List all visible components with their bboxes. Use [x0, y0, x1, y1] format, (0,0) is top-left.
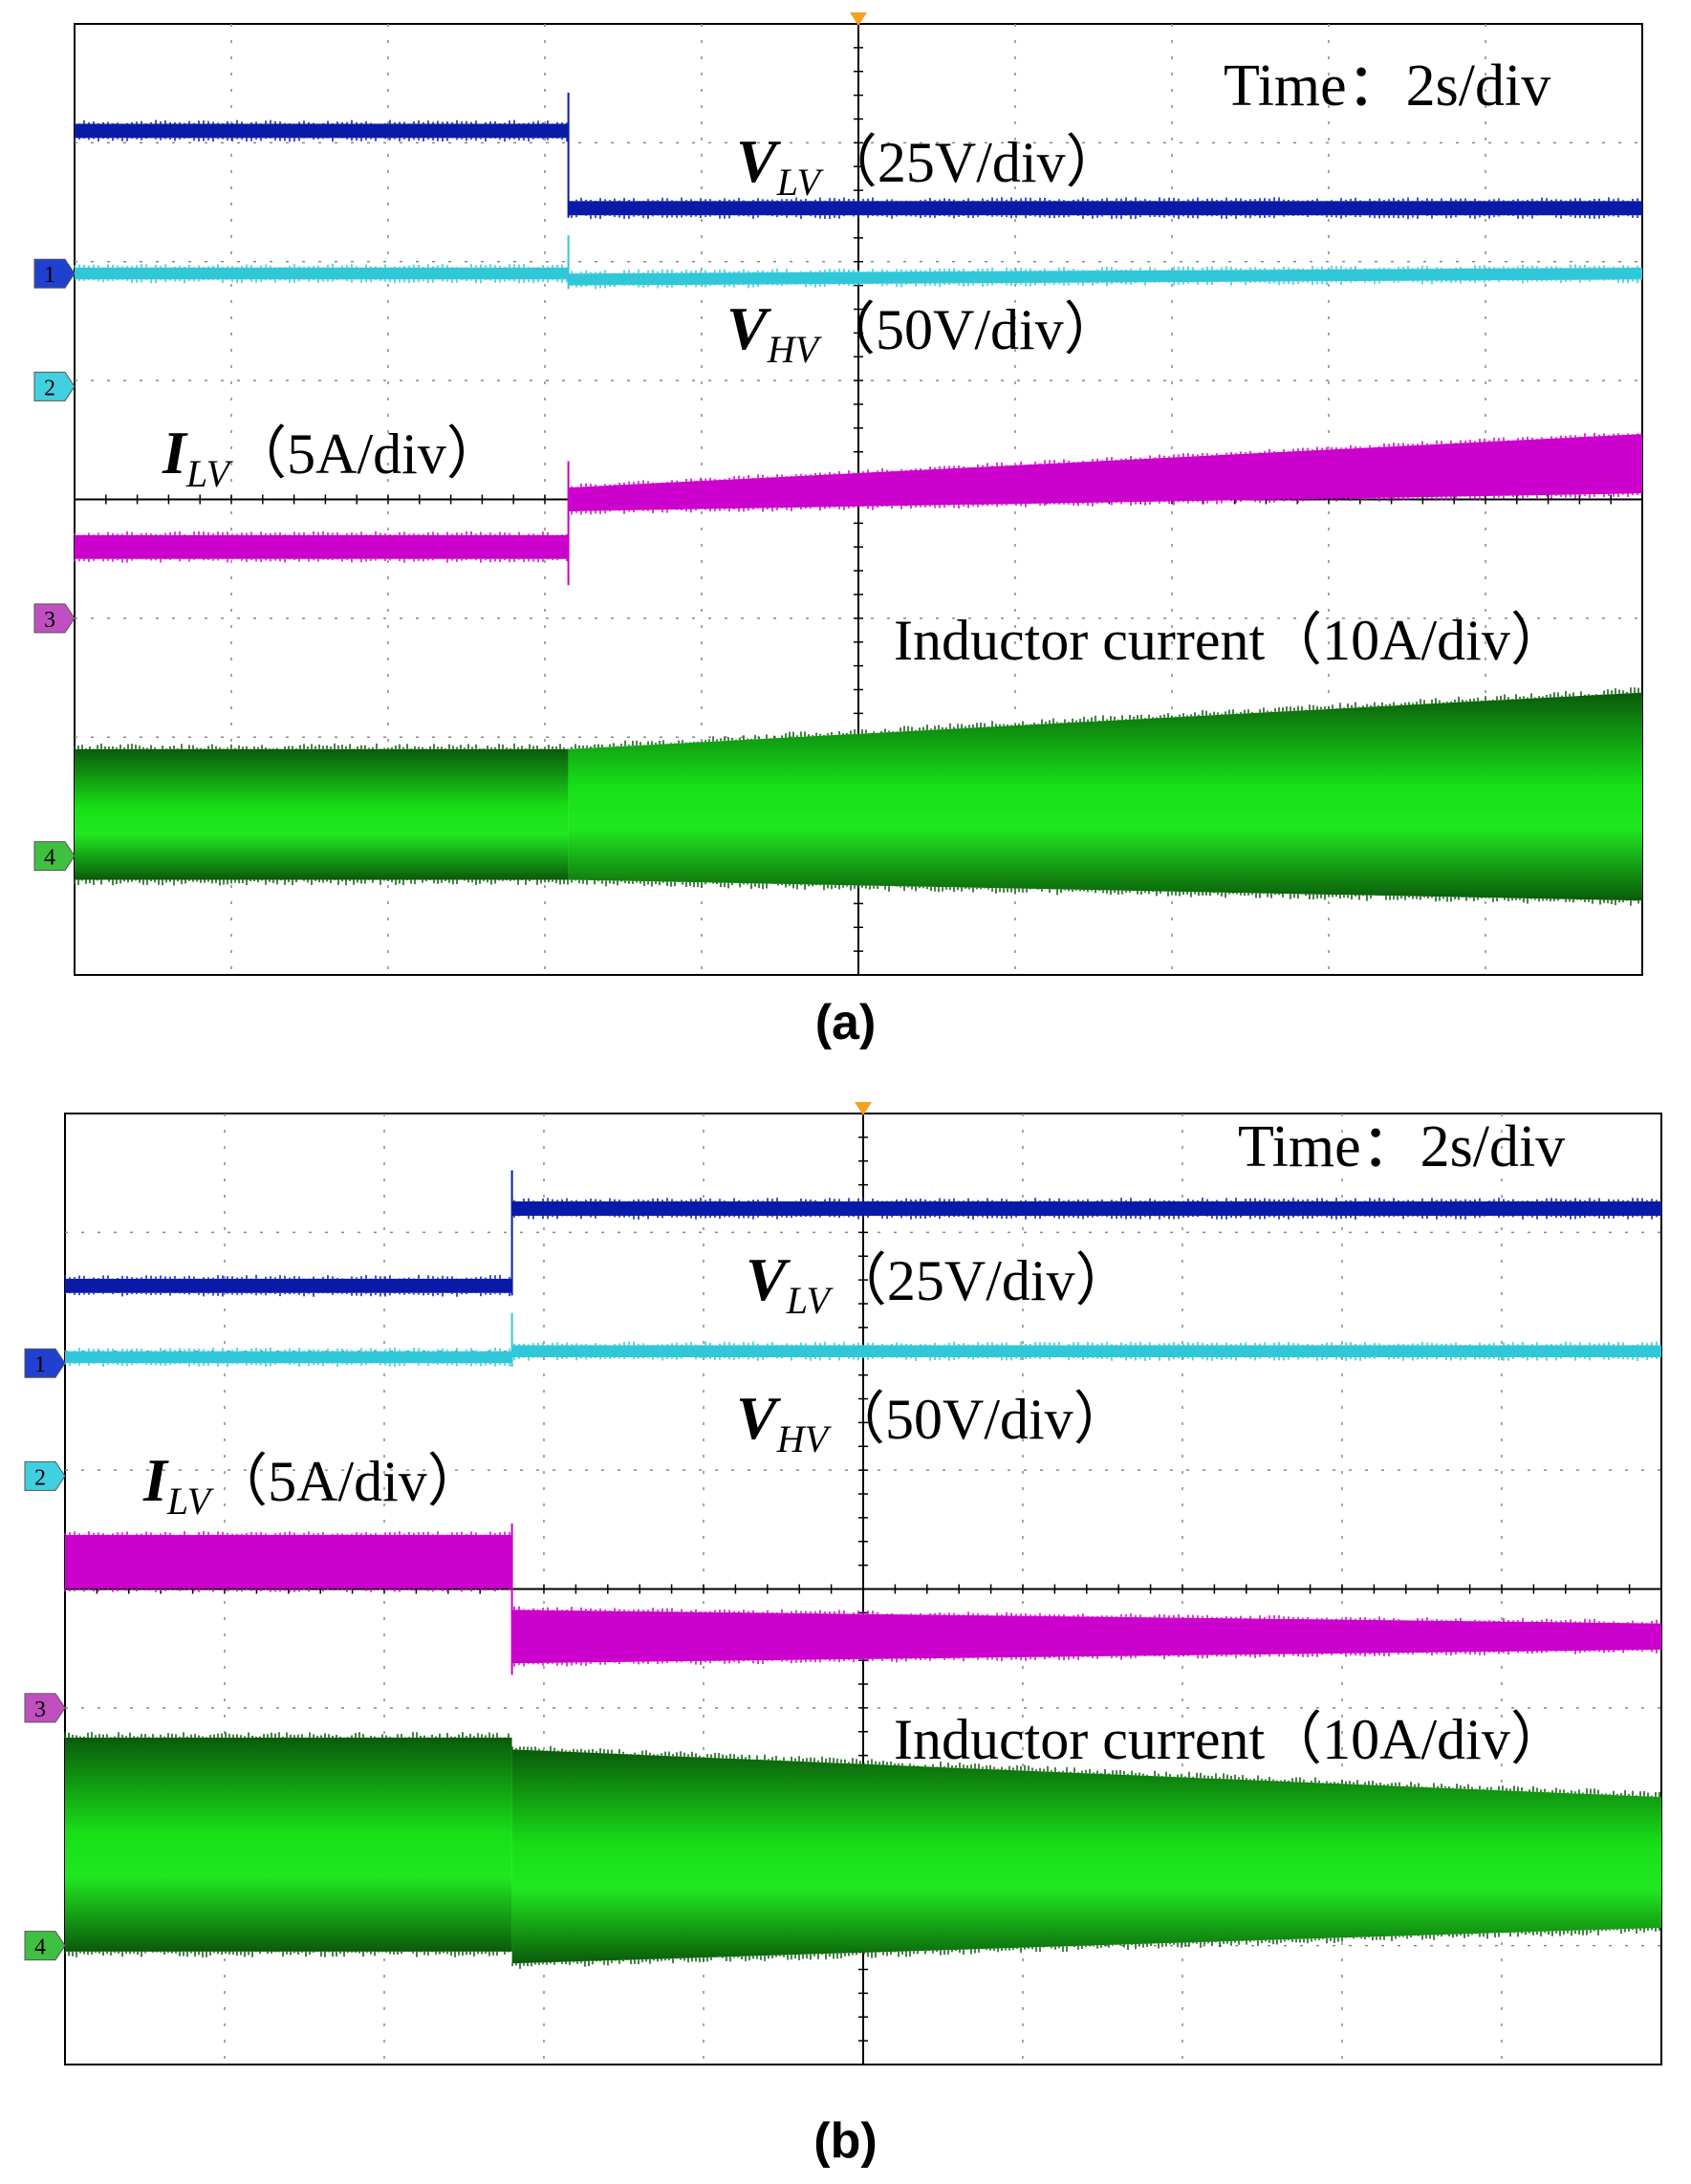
oscilloscope-panel-a: 1 VLV（25V/div） 2 VHV（50V/div） 3 ILV（5A/div） 4 I…	[0, 0, 1691, 1051]
channel-marker-id: 2	[34, 1465, 46, 1490]
trace-noise	[74, 432, 1638, 563]
channel-marker-shape	[33, 371, 76, 401]
channel-marker-id: 1	[34, 1352, 46, 1377]
trace-label-3: ILV（5A/div）	[142, 1446, 485, 1523]
channel-marker-2: 2	[24, 1460, 66, 1491]
trace-band-after	[568, 267, 1642, 286]
time-label: Time：2s/div	[1224, 54, 1550, 119]
label-subscript: HV	[776, 1417, 833, 1460]
label-scale: （25V/div）	[820, 131, 1123, 194]
channel-marker-id: 3	[34, 1697, 46, 1722]
scope-plot-b: 1VLV（25V/div）2VHV（50V/div）3ILV（5A/div）4I…	[24, 1102, 1662, 2065]
channel-marker-4: 4	[24, 1931, 66, 1961]
time-label: Time：2s/div	[1238, 1114, 1565, 1179]
trace-band-before	[75, 534, 569, 559]
channel-marker-1: 1	[33, 258, 76, 289]
trace-noise	[64, 1530, 1658, 1667]
trace-label-1: VLV（25V/div）	[746, 1245, 1133, 1322]
trace-label-1: VLV（25V/div）	[736, 127, 1123, 204]
label-subscript: LV	[776, 161, 825, 204]
trace-2	[64, 1312, 1661, 1368]
label-symbol: V	[736, 1384, 782, 1452]
trace-label-4: Inductor current（10A/div）	[894, 1708, 1568, 1771]
channel-marker-shape	[33, 841, 76, 872]
trace-4	[74, 687, 1642, 906]
label-scale: （5A/div）	[229, 422, 504, 486]
trace-noise	[64, 1341, 1658, 1368]
panel-label-a: (a)	[814, 995, 877, 1050]
trace-band-after	[511, 1201, 1661, 1216]
scope-plot-a: 1VLV（25V/div）2VHV（50V/div）3ILV（5A/div）4I…	[33, 12, 1643, 976]
channel-marker-id: 1	[44, 263, 55, 288]
trace-noise	[64, 1198, 1658, 1297]
label-name: Inductor current	[894, 609, 1265, 672]
label-scale: （50V/div）	[818, 298, 1121, 361]
trace-band-before	[75, 123, 569, 139]
channel-marker-id: 4	[44, 846, 55, 871]
trace-label-3: ILV（5A/div）	[162, 419, 504, 495]
trace-band-after	[568, 201, 1642, 216]
trace-label-2: VHV（50V/div）	[726, 294, 1121, 371]
channel-marker-id: 3	[44, 608, 55, 633]
oscilloscope-panel-b: 1 VLV（25V/div） 2 VHV（50V/div） 3 ILV（5A/div） 4 I…	[0, 1090, 1691, 2169]
trace-3	[64, 1523, 1661, 1676]
trace-band-after	[511, 1345, 1661, 1357]
channel-marker-shape	[24, 1931, 66, 1961]
channel-marker-3: 3	[24, 1693, 66, 1723]
label-scale: （50V/div）	[828, 1388, 1131, 1451]
channel-marker-shape	[33, 258, 76, 289]
trace-band-before	[65, 1278, 512, 1293]
trace-label-4: Inductor current（10A/div）	[894, 609, 1568, 672]
channel-marker-shape	[33, 603, 76, 634]
channel-marker-id: 4	[34, 1935, 46, 1960]
trace-3	[74, 432, 1642, 586]
inductor-noise	[74, 687, 1639, 906]
trace-band-before	[65, 1534, 512, 1589]
label-subscript: HV	[767, 328, 823, 371]
label-subscript: LV	[166, 1480, 215, 1523]
trace-label-2: VHV（50V/div）	[736, 1384, 1131, 1460]
inductor-band-after	[511, 1749, 1661, 1964]
channel-marker-4: 4	[33, 841, 76, 872]
inductor-band-before	[75, 748, 569, 880]
inductor-noise	[64, 1731, 1660, 1969]
label-symbol: V	[746, 1245, 791, 1313]
inductor-band-after	[568, 692, 1642, 901]
panel-label-b: (b)	[813, 2113, 878, 2169]
channel-marker-3: 3	[33, 603, 76, 634]
label-scale: （25V/div）	[830, 1249, 1133, 1312]
trigger-marker	[850, 12, 867, 26]
label-symbol: I	[142, 1446, 169, 1514]
trace-band-before	[75, 267, 569, 280]
label-name: Inductor current	[894, 1708, 1265, 1771]
trace-1	[74, 92, 1642, 220]
channel-marker-shape	[24, 1460, 66, 1491]
label-subscript: LV	[185, 452, 234, 495]
label-scale: （10A/div）	[1265, 609, 1568, 672]
trigger-marker	[855, 1102, 872, 1115]
trace-band-after	[568, 434, 1642, 511]
channel-marker-shape	[24, 1348, 66, 1378]
label-subscript: LV	[786, 1279, 835, 1322]
channel-marker-shape	[24, 1693, 66, 1723]
trace-band-before	[65, 1351, 512, 1364]
label-scale: （10A/div）	[1265, 1708, 1568, 1771]
trace-2	[74, 235, 1642, 290]
trace-band-after	[511, 1610, 1661, 1664]
inductor-band-before	[65, 1737, 512, 1952]
channel-marker-1: 1	[24, 1348, 66, 1378]
trace-4	[64, 1731, 1661, 1969]
label-scale: （5A/div）	[210, 1450, 485, 1513]
label-symbol: V	[726, 294, 772, 362]
label-symbol: I	[162, 419, 188, 487]
channel-marker-id: 2	[44, 376, 55, 400]
trace-1	[64, 1170, 1661, 1297]
trace-noise	[74, 119, 1638, 220]
label-symbol: V	[736, 127, 782, 195]
trace-noise	[74, 264, 1638, 290]
channel-marker-2: 2	[33, 371, 76, 401]
